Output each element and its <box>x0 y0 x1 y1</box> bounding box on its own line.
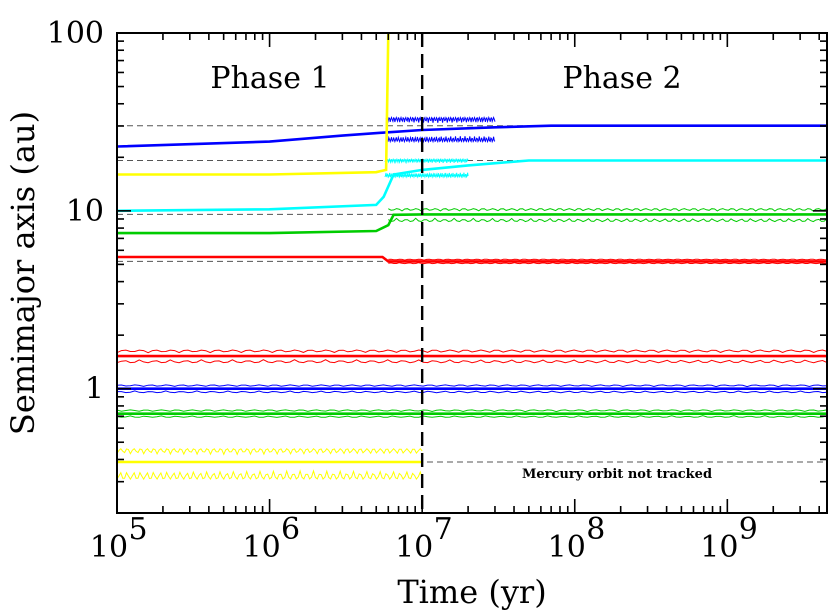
orbit-band-edge <box>117 359 827 364</box>
orbit-band-edge <box>117 447 423 456</box>
orbit-band-edge <box>388 208 827 212</box>
orbit-oscillation-bands <box>117 115 827 481</box>
x-tick-label: 10 <box>242 530 280 565</box>
orbit-band-edge <box>117 409 827 413</box>
x-tick-label: 10 <box>90 530 128 565</box>
orbit-band-edge <box>117 469 423 481</box>
y-tick-label: 1 <box>85 372 104 407</box>
phase1-label: Phase 1 <box>210 61 329 96</box>
planet-series <box>117 33 827 464</box>
y-tick-labels: 1 10 100 <box>47 16 104 407</box>
orbit-band-edge <box>117 384 827 388</box>
x-tick-label: 10 <box>700 530 738 565</box>
orbit-band-edge <box>388 217 827 223</box>
x-tick-label: 10 <box>395 530 433 565</box>
orbit-band-edge <box>388 258 827 261</box>
x-tick-exponent: 5 <box>128 512 147 547</box>
series-line <box>117 33 390 176</box>
axis-ticks <box>116 32 827 514</box>
mercury-note: Mercury orbit not tracked <box>522 467 712 482</box>
x-tick-exponent: 9 <box>739 512 758 547</box>
x-tick-exponent: 8 <box>586 512 605 547</box>
plot-frame <box>116 32 828 514</box>
series-line <box>117 159 827 213</box>
y-tick-label: 100 <box>47 16 104 51</box>
reference-lines <box>117 125 827 463</box>
x-axis-title: Time (yr) <box>397 573 546 611</box>
orbit-band-edge <box>384 157 469 165</box>
orbit-band-edge <box>117 390 827 394</box>
orbit-band-edge <box>385 135 496 144</box>
x-tick-exponent: 6 <box>281 512 300 547</box>
x-tick-exponent: 7 <box>434 512 453 547</box>
phase2-label: Phase 2 <box>562 61 681 96</box>
series-line <box>117 124 827 148</box>
series-line <box>117 255 827 263</box>
orbit-band-edge <box>117 415 827 418</box>
y-axis-title: Semimajor axis (au) <box>4 111 42 435</box>
orbit-band-edge <box>385 115 496 124</box>
orbit-band-edge <box>388 262 827 265</box>
series-line <box>117 213 827 235</box>
x-tick-label: 10 <box>548 530 586 565</box>
y-tick-label: 10 <box>66 194 104 229</box>
orbit-band-edge <box>117 349 827 354</box>
